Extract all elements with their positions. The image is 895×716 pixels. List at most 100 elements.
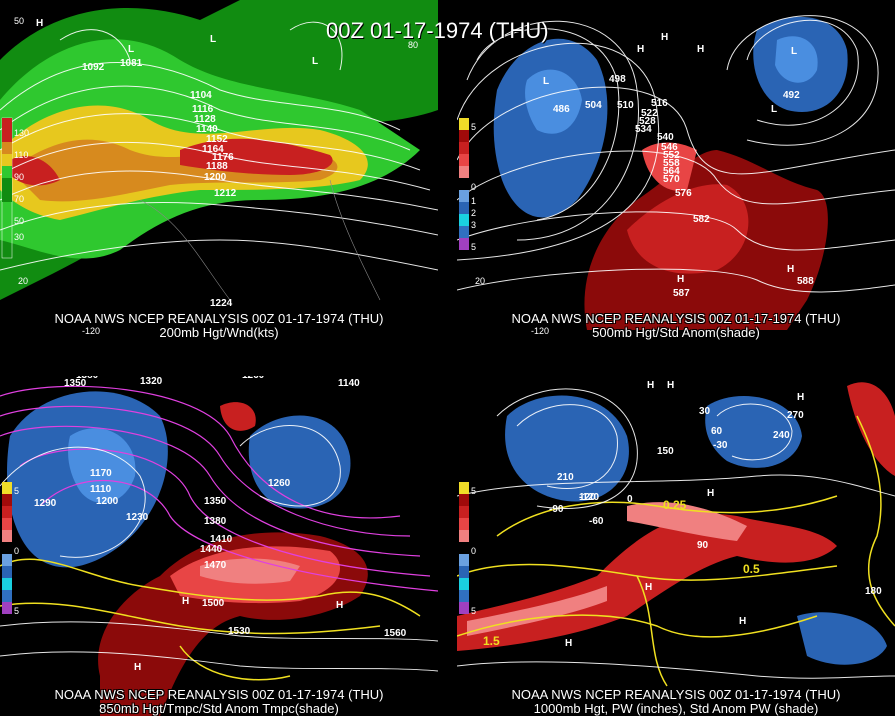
- legend-500mb: [459, 118, 469, 250]
- tick-label: 20: [18, 276, 29, 286]
- legend-label: 5: [471, 242, 477, 252]
- panel-1000mb: 5 0 5 H H H H H H H 150 120 90 60 30 0 -…: [457, 376, 895, 716]
- legend-label: 0: [14, 546, 20, 556]
- legend-label: 2: [471, 208, 477, 218]
- high-label: H: [787, 264, 795, 275]
- high-label: H: [739, 616, 747, 627]
- height-label: 1260: [268, 478, 291, 489]
- height-label: 0: [627, 494, 633, 505]
- high-label: H: [697, 44, 705, 55]
- height-label: -120: [579, 492, 600, 503]
- height-label: 1092: [82, 62, 105, 73]
- high-label: H: [677, 274, 685, 285]
- height-label: 120: [579, 492, 596, 503]
- height-label: 1260: [242, 376, 264, 381]
- height-label: 210: [557, 472, 574, 483]
- height-label: -60: [589, 516, 604, 527]
- tick-label: 80: [408, 40, 419, 50]
- panel-200mb: 130 110 90 70 50 30 50 -120 20 80 H L L …: [0, 0, 438, 340]
- height-label: 1200: [96, 496, 119, 507]
- height-label: 528: [639, 116, 656, 127]
- high-label: H: [36, 18, 44, 29]
- height-label: 1290: [34, 498, 57, 509]
- low-label: L: [771, 104, 778, 115]
- legend-label: 1: [471, 196, 477, 206]
- height-label: 516: [651, 98, 668, 109]
- high-label: H: [637, 44, 645, 55]
- caption-field: 200mb Hgt/Wnd(kts): [159, 325, 279, 340]
- high-label: H: [645, 582, 653, 593]
- high-label: H: [134, 662, 142, 673]
- legend-label: 5: [14, 606, 20, 616]
- height-label: 570: [663, 174, 680, 185]
- height-label: 498: [609, 74, 626, 85]
- height-label: 60: [711, 426, 723, 437]
- height-label: 1560: [384, 628, 407, 639]
- height-label: -30: [713, 440, 728, 451]
- caption-field: 500mb Hgt/Std Anom(shade): [592, 325, 760, 340]
- legend-label-130: 130: [14, 128, 30, 138]
- legend-1000mb: [459, 482, 469, 614]
- tick-label: -120: [82, 326, 101, 336]
- height-label: 1350: [204, 496, 227, 507]
- height-label: 486: [553, 104, 570, 115]
- high-label: H: [647, 380, 655, 391]
- height-label: 1380: [204, 516, 227, 527]
- height-label: 558: [663, 158, 680, 169]
- high-label: H: [667, 380, 675, 391]
- height-label: 150: [657, 446, 674, 457]
- panel-500mb: 5 0 1 2 3 5 -120 20 H H H L L L H H 498 …: [457, 0, 895, 340]
- height-label: 1128: [194, 114, 216, 125]
- height-label: 534: [635, 124, 652, 135]
- height-label: 1104: [190, 90, 212, 101]
- map-850mb: [0, 376, 438, 716]
- height-label: 492: [783, 90, 800, 101]
- height-label: -90: [549, 504, 564, 515]
- tick-label: 50: [14, 16, 25, 26]
- map-500mb: [457, 0, 895, 340]
- map-200mb: [0, 0, 438, 340]
- main-title: 00Z 01-17-1974 (THU): [326, 18, 549, 43]
- height-label: 1081: [120, 58, 143, 69]
- height-label: 588: [797, 276, 814, 287]
- height-label: 1530: [228, 626, 251, 637]
- height-label: 587: [673, 288, 690, 299]
- height-label: 1230: [126, 512, 149, 523]
- map-1000mb: [457, 376, 895, 716]
- legend-label: 5: [471, 606, 477, 616]
- legend-label: 5: [471, 122, 477, 132]
- caption-field: 850mb Hgt/Tmpc/Std Anom Tmpc(shade): [99, 701, 339, 716]
- high-label: H: [797, 392, 805, 403]
- high-label: H: [182, 596, 190, 607]
- height-label: 552: [663, 150, 680, 161]
- caption-field: 1000mb Hgt, PW (inches), Std Anom PW (sh…: [533, 701, 819, 716]
- high-label: H: [336, 600, 344, 611]
- legend-label-90: 90: [14, 172, 25, 182]
- height-label: 1188: [206, 161, 228, 172]
- panel-850mb: 5 0 5 1380 1350 1320 1260 1290 1230 1200…: [0, 376, 438, 716]
- legend-label: 5: [14, 486, 20, 496]
- height-label: 1152: [206, 134, 228, 145]
- height-label: 1212: [214, 188, 237, 199]
- height-label: 30: [699, 406, 711, 417]
- height-label: 1410: [210, 534, 233, 545]
- legend-label: 5: [471, 486, 477, 496]
- pw-label: 0.5: [743, 562, 760, 576]
- legend-label-50: 50: [14, 216, 25, 226]
- high-label: H: [707, 488, 715, 499]
- legend-label-110: 110: [14, 150, 29, 160]
- height-label: 1380: [76, 376, 98, 381]
- low-label: L: [312, 56, 319, 67]
- legend-label: 3: [471, 220, 477, 230]
- low-label: L: [543, 76, 550, 87]
- legend-label-30: 30: [14, 232, 25, 242]
- height-label: 540: [657, 132, 674, 143]
- height-label: 522: [641, 108, 658, 119]
- height-label: 1140: [338, 378, 360, 389]
- height-label: 1440: [200, 544, 223, 555]
- high-label: H: [661, 32, 669, 43]
- height-label: 1200: [204, 172, 227, 183]
- low-label: L: [128, 44, 135, 55]
- caption-source: NOAA NWS NCEP REANALYSIS 00Z 01-17-1974 …: [54, 311, 384, 326]
- pw-label: 1.5: [483, 634, 500, 648]
